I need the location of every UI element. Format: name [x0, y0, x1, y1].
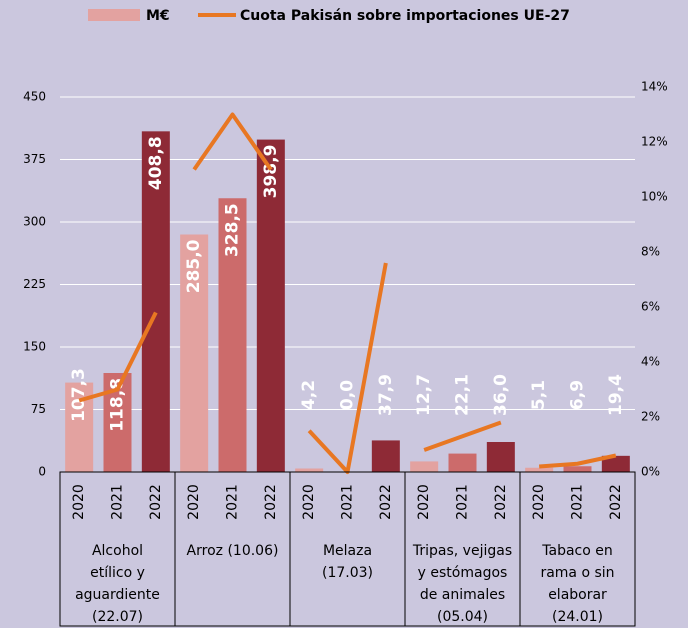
category-label: Alcohol — [92, 543, 143, 559]
bar — [256, 139, 285, 473]
category-label: rama o sin — [540, 565, 614, 581]
bar — [218, 198, 247, 472]
bar — [486, 442, 515, 472]
share-line — [192, 112, 273, 171]
share-line — [78, 311, 158, 403]
legend-swatch-bars — [88, 9, 140, 21]
x-tick-label: 2021 — [110, 484, 126, 520]
y-tick-label: 450 — [23, 90, 46, 104]
value-label: 5,1 — [529, 380, 549, 410]
y2-tick-label: 4% — [641, 355, 660, 369]
category-label: de animales — [420, 587, 505, 603]
category-label: Melaza — [323, 543, 372, 559]
category-label: Arroz (10.06) — [187, 543, 279, 559]
bar — [601, 455, 630, 472]
x-tick-label: 2022 — [608, 484, 624, 520]
y-tick-label: 225 — [23, 277, 46, 291]
category-label: (05.04) — [437, 609, 488, 625]
value-label: 12,7 — [414, 374, 434, 416]
category-label: etílico y — [90, 565, 145, 581]
y-tick-label: 75 — [31, 402, 46, 416]
value-label: 0,0 — [338, 380, 358, 410]
x-tick-label: 2022 — [493, 484, 509, 520]
y2-tick-label: 2% — [641, 410, 660, 424]
value-label: 19,4 — [606, 374, 626, 416]
legend-label: Cuota Pakisán sobre importaciones UE-27 — [240, 8, 570, 24]
x-tick-label: 2020 — [416, 484, 432, 520]
category-label: aguardiente — [75, 587, 160, 603]
category-label: Tripas, vejigas — [412, 543, 512, 559]
x-tick-label: 2021 — [340, 484, 356, 520]
bar — [525, 467, 554, 472]
category-label: (17.03) — [322, 565, 373, 581]
value-label: 408,8 — [146, 136, 166, 190]
value-label: 107,3 — [69, 368, 89, 422]
value-label: 36,0 — [491, 374, 511, 416]
value-label: 6,9 — [568, 380, 588, 410]
category-frame — [59, 471, 636, 627]
x-tick-label: 2020 — [186, 484, 202, 520]
y2-tick-label: 12% — [641, 135, 668, 149]
legend-label: M€ — [146, 8, 170, 24]
x-tick-label: 2022 — [378, 484, 394, 520]
category-label: (22.07) — [92, 609, 143, 625]
bar — [563, 466, 592, 472]
y-tick-label: 0 — [38, 465, 46, 479]
y2-tick-label: 14% — [641, 80, 668, 94]
value-label: 285,0 — [184, 239, 204, 293]
y2-tick-label: 10% — [641, 190, 668, 204]
category-label: Tabaco en — [541, 543, 612, 559]
value-label: 398,9 — [261, 145, 281, 199]
bar — [371, 440, 400, 472]
x-tick-label: 2021 — [225, 484, 241, 520]
y2-tick-label: 0% — [641, 465, 660, 479]
value-label: 4,2 — [299, 380, 319, 410]
category-label: y estómagos — [418, 565, 508, 581]
y2-tick-label: 8% — [641, 245, 660, 259]
x-tick-label: 2022 — [148, 484, 164, 520]
x-tick-label: 2022 — [263, 484, 279, 520]
bar — [410, 461, 439, 472]
x-tick-label: 2021 — [570, 484, 586, 520]
value-label: 37,9 — [376, 374, 396, 416]
bar — [295, 468, 324, 472]
bar — [180, 234, 209, 472]
x-tick-label: 2020 — [301, 484, 317, 520]
category-label: (24.01) — [552, 609, 603, 625]
x-tick-label: 2020 — [71, 484, 87, 520]
value-label: 22,1 — [453, 374, 473, 416]
bar — [448, 453, 477, 472]
share-line — [539, 453, 617, 469]
category-label: elaborar — [548, 587, 607, 603]
y-tick-label: 375 — [23, 152, 46, 166]
x-tick-label: 2020 — [531, 484, 547, 520]
y-tick-label: 150 — [23, 340, 46, 354]
bar — [141, 131, 170, 473]
share-line — [423, 420, 502, 452]
x-tick-label: 2021 — [455, 484, 471, 520]
y2-tick-label: 6% — [641, 300, 660, 314]
y-tick-label: 300 — [23, 215, 46, 229]
value-label: 328,5 — [223, 203, 243, 257]
